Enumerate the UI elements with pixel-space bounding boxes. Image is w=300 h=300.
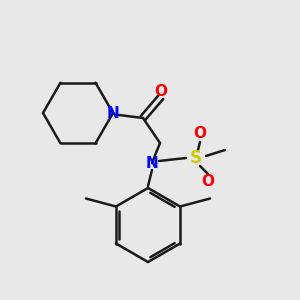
Text: O: O <box>154 85 167 100</box>
Text: O: O <box>202 175 214 190</box>
Text: N: N <box>106 106 119 121</box>
Text: O: O <box>194 127 206 142</box>
Text: S: S <box>190 149 202 167</box>
Text: N: N <box>146 155 158 170</box>
